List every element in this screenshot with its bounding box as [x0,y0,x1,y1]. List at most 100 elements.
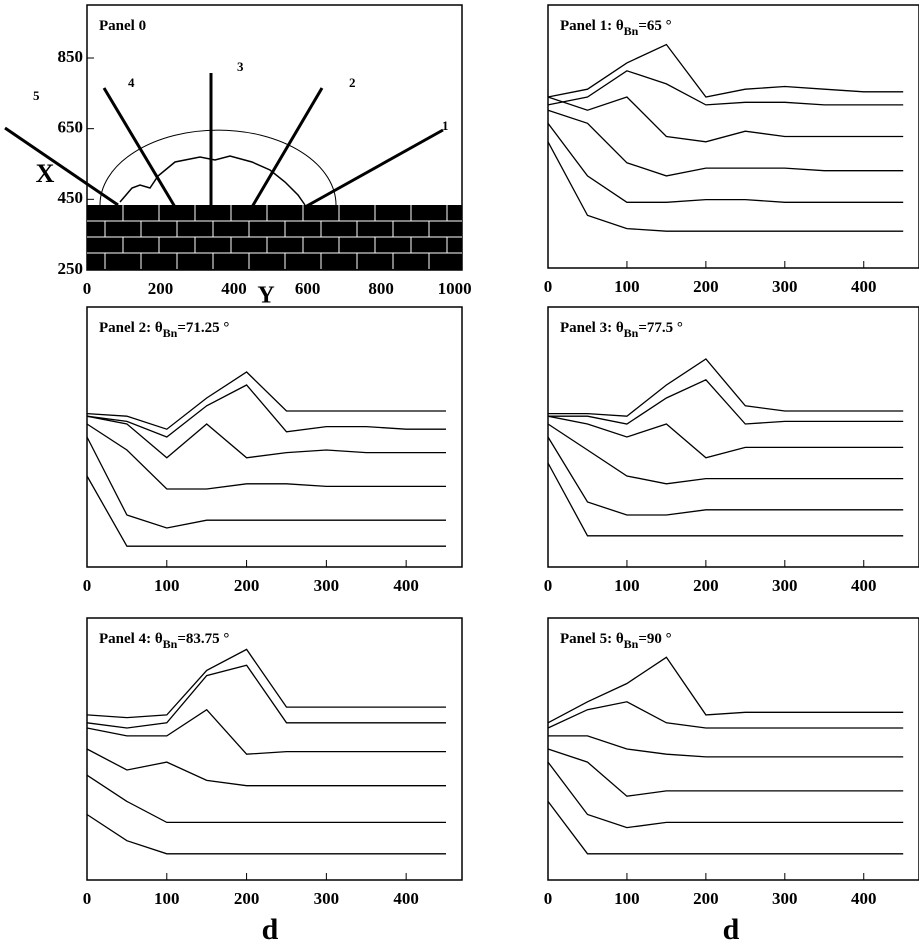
front-curve [119,155,306,206]
ray [304,128,444,209]
x-tick-label: 100 [614,889,640,908]
trace [86,708,446,755]
x-tick-label: 1000 [438,279,472,298]
title-subscript: Bn [624,326,639,340]
trace [86,371,446,430]
x-tick-label: 100 [154,889,180,908]
trace [547,748,904,797]
title-rest: =90 ° [638,631,671,647]
x-tick-label: 800 [368,279,394,298]
ray-label: 5 [33,88,40,103]
x-tick-label: 300 [772,576,798,595]
x-tick-label: 0 [83,279,92,298]
panel-title: Panel 2: θBn=71.25 ° [99,320,229,339]
plot-frame [86,617,463,881]
title-text: Panel 1: θ [560,18,624,34]
x-tick-label: 0 [544,277,553,296]
trace [547,122,904,203]
trace [548,735,904,758]
x-tick-label: 300 [314,576,340,595]
x-tick-label: 200 [234,889,260,908]
x-tick-label: 200 [693,277,719,296]
trace [86,664,446,729]
trace [547,415,904,459]
y-tick-label: 850 [58,47,84,66]
trace [86,436,446,529]
x-tick-label: 300 [314,889,340,908]
trace [86,774,446,824]
x-tick-label: 300 [772,889,798,908]
x-tick-label: 0 [83,889,92,908]
panel-title: Panel 1: θBn=65 ° [560,18,672,37]
x-tick-label: 600 [295,279,321,298]
plot-frame [547,306,919,568]
x-tick-label: 200 [234,576,260,595]
ray [102,87,177,208]
panel-title: Panel 5: θBn=90 ° [560,631,672,650]
x-tick-label: 200 [693,576,719,595]
trace [547,801,904,855]
title-text: Panel 0 [99,18,146,34]
ray [250,87,324,208]
panel-title: Panel 3: θBn=77.5 ° [560,320,683,339]
trace [86,475,446,547]
y-tick-label: 250 [58,259,84,278]
trace [547,141,904,232]
x-tick-label: 200 [693,889,719,908]
trace [548,379,904,425]
title-text: Panel 4: θ [99,631,163,647]
boundary-arc [99,129,337,206]
trace [548,358,904,417]
y-tick-label: 450 [58,188,84,207]
ray-label: 3 [237,59,244,74]
ray [4,126,119,207]
x-tick-label: 100 [614,277,640,296]
title-rest: =71.25 ° [177,320,229,336]
trace [86,415,446,459]
trace [547,701,904,729]
plot-frame [547,617,919,881]
trace [86,648,446,719]
y-axis-label: X [36,159,55,188]
trace [86,384,446,438]
ray-label: 2 [349,75,356,90]
trace [547,109,904,177]
y-tick-label: 650 [58,118,84,137]
ray-label: 4 [128,75,135,90]
x-tick-label: 400 [851,576,877,595]
title-text: Panel 2: θ [99,320,163,336]
trace [547,96,904,143]
title-subscript: Bn [624,24,639,38]
x-tick-label: 300 [772,277,798,296]
x-tick-label: 0 [544,576,553,595]
x-tick-label: 400 [393,889,419,908]
trace [547,462,904,537]
title-rest: =83.75 ° [177,631,229,647]
trace [547,70,904,106]
title-rest: =65 ° [638,18,671,34]
title-subscript: Bn [624,637,639,651]
panel-title: Panel 4: θBn=83.75 ° [99,631,229,650]
title-rest: =77.5 ° [638,320,683,336]
trace [547,761,904,829]
trace [86,423,446,490]
x-tick-label: 400 [393,576,419,595]
trace [547,656,904,724]
title-text: Panel 3: θ [560,320,624,336]
x-tick-label: 100 [154,576,180,595]
x-axis-label: d [723,913,740,945]
title-text: Panel 5: θ [560,631,624,647]
x-tick-label: 100 [614,576,640,595]
x-tick-label: 400 [851,277,877,296]
x-tick-label: 0 [83,576,92,595]
x-tick-label: 400 [221,279,247,298]
title-subscript: Bn [163,326,178,340]
plot-frame [547,4,919,269]
trace [86,748,446,787]
trace [547,43,904,98]
title-subscript: Bn [163,637,178,651]
x-tick-label: 0 [544,889,553,908]
x-tick-label: 200 [148,279,174,298]
x-tick-label: 400 [851,889,877,908]
